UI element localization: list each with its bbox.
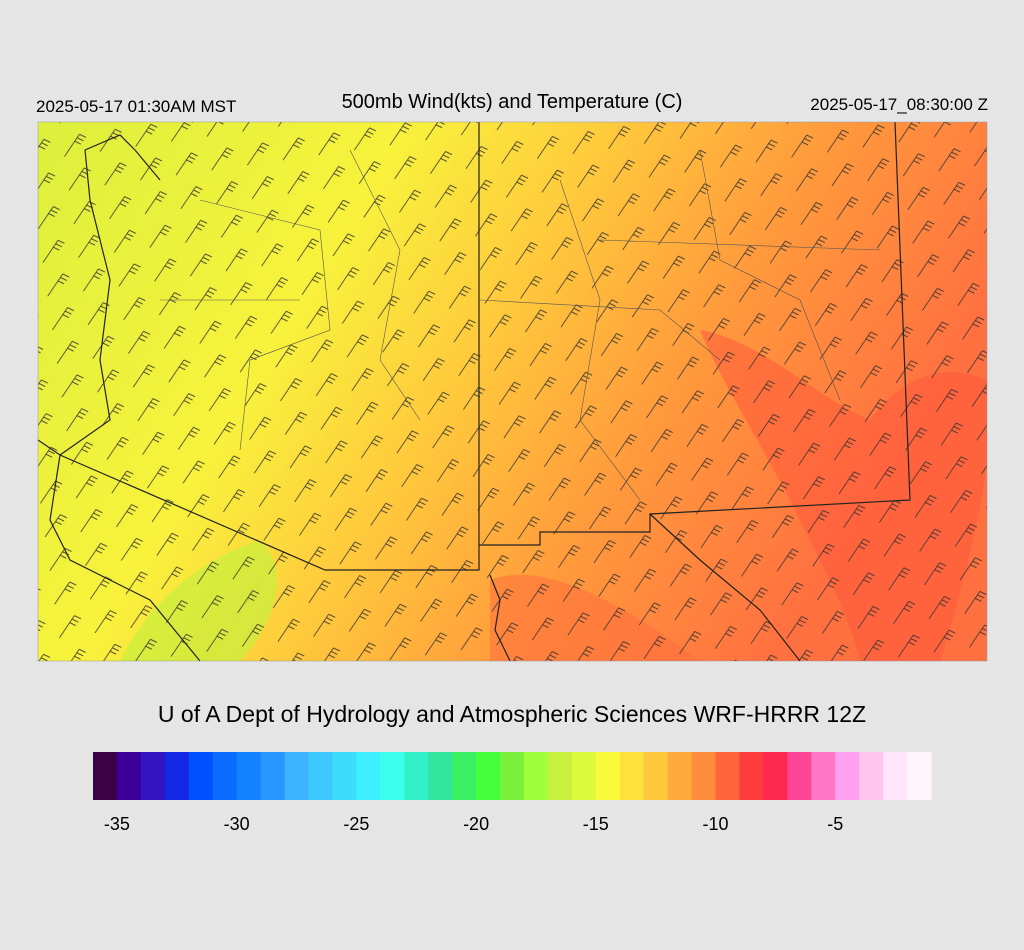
colorbar-cell xyxy=(164,752,190,800)
valid-utc-time: 2025-05-17_08:30:00 Z xyxy=(810,95,988,114)
colorbar-cell xyxy=(523,752,549,800)
colorbar-cell xyxy=(476,752,501,800)
map-frame xyxy=(37,121,988,662)
colorbar-cell xyxy=(140,752,166,800)
colorbar-cell xyxy=(547,752,573,800)
colorbar-cell xyxy=(308,752,333,800)
colorbar-tick-label: -35 xyxy=(104,814,130,834)
colorbar-cell xyxy=(428,752,453,800)
valid-local-time: 2025-05-17 01:30AM MST xyxy=(36,97,236,116)
map xyxy=(37,121,988,662)
colorbar-cell xyxy=(667,752,693,800)
colorbar-cell xyxy=(571,752,597,800)
colorbar-tick-label: -20 xyxy=(463,814,489,834)
colorbar-cell xyxy=(404,752,429,800)
colorbar-cell xyxy=(236,752,262,800)
colorbar-cell xyxy=(739,752,764,800)
colorbar-tick-label: -30 xyxy=(224,814,250,834)
colorbar-cell xyxy=(643,752,669,800)
colorbar-tick-label: -10 xyxy=(703,814,729,834)
colorbar-cell xyxy=(595,752,621,800)
colorbar-cell xyxy=(907,752,932,800)
colorbar-cell xyxy=(500,752,525,800)
colorbar-cell xyxy=(332,752,357,800)
colorbar: -35 -30 -25 -20 -15 -10 -5 xyxy=(93,752,932,834)
colorbar-cell xyxy=(859,752,884,800)
credit: U of A Dept of Hydrology and Atmospheric… xyxy=(158,701,866,727)
colorbar-cell xyxy=(763,752,788,800)
colorbar-tick-label: -5 xyxy=(827,814,843,834)
colorbar-cell xyxy=(452,752,477,800)
colorbar-cell xyxy=(188,752,214,800)
colorbar-cell xyxy=(212,752,238,800)
colorbar-cell xyxy=(619,752,645,800)
county-borders xyxy=(160,149,881,501)
colorbar-cell xyxy=(116,752,142,800)
colorbar-cell xyxy=(356,752,381,800)
colorbar-cell xyxy=(260,752,286,800)
colorbar-cell xyxy=(811,752,836,800)
wind-barbs xyxy=(38,122,987,661)
colorbar-cell xyxy=(715,752,740,800)
colorbar-tick-label: -15 xyxy=(583,814,609,834)
colorbar-cell xyxy=(284,752,309,800)
colorbar-cell xyxy=(835,752,860,800)
map-title: 500mb Wind(kts) and Temperature (C) xyxy=(342,91,683,113)
colorbar-cell xyxy=(787,752,812,800)
colorbar-cell xyxy=(380,752,405,800)
colorbar-cell xyxy=(691,752,717,800)
colorbar-tick-label: -25 xyxy=(343,814,369,834)
colorbar-cell xyxy=(883,752,908,800)
colorbar-cell xyxy=(93,752,118,800)
state-borders xyxy=(37,121,911,662)
